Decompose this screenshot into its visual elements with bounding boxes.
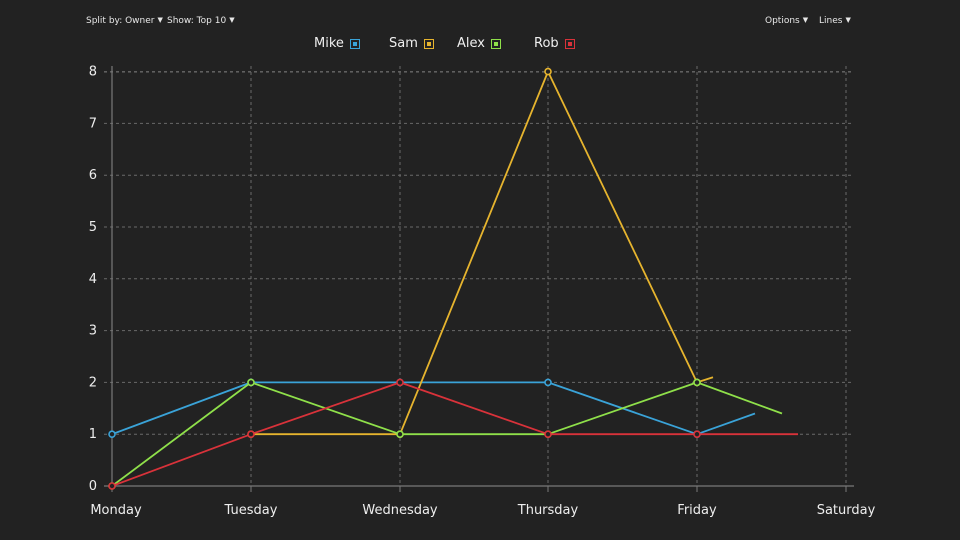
options-dropdown[interactable]: Options ▼ bbox=[765, 16, 808, 26]
y-tick-label: 8 bbox=[89, 65, 97, 80]
point-alex bbox=[396, 430, 404, 439]
legend-swatch bbox=[490, 38, 501, 49]
legend-swatch bbox=[564, 38, 575, 49]
series-line-mike bbox=[111, 381, 756, 436]
y-tick-label: 4 bbox=[89, 272, 97, 287]
point-sam bbox=[544, 67, 552, 76]
x-tick-label: Monday bbox=[90, 503, 142, 518]
legend-swatch bbox=[349, 38, 360, 49]
y-tick-label: 5 bbox=[89, 220, 97, 235]
legend-label: Mike bbox=[314, 36, 344, 51]
y-tick-label: 1 bbox=[89, 427, 97, 442]
y-tick-label: 2 bbox=[89, 375, 97, 390]
series-line-alex bbox=[111, 381, 783, 487]
options-label: Options bbox=[765, 16, 800, 26]
point-rob bbox=[396, 378, 404, 387]
legend-label: Rob bbox=[534, 36, 559, 51]
series-line-sam bbox=[251, 70, 714, 436]
point-rob bbox=[693, 430, 701, 439]
point-alex bbox=[693, 378, 701, 387]
chart-legend: Mike Sam Alex Rob bbox=[0, 36, 960, 54]
legend-item-rob[interactable]: Rob bbox=[534, 36, 575, 51]
x-tick-label: Wednesday bbox=[362, 503, 438, 518]
point-mike bbox=[544, 378, 552, 387]
x-tick-label: Thursday bbox=[517, 503, 579, 518]
chevron-down-icon: ▼ bbox=[802, 16, 809, 24]
lines-label: Lines bbox=[819, 16, 843, 26]
point-rob bbox=[247, 430, 255, 439]
legend-item-alex[interactable]: Alex bbox=[457, 36, 501, 51]
x-tick-label: Tuesday bbox=[224, 503, 278, 518]
y-tick-label: 6 bbox=[89, 168, 97, 183]
y-tick-label: 7 bbox=[89, 116, 97, 131]
split-by-dropdown[interactable]: Split by: Owner ▼ bbox=[86, 16, 163, 26]
point-alex bbox=[247, 378, 255, 387]
x-tick-label: Saturday bbox=[817, 503, 876, 518]
chevron-down-icon: ▼ bbox=[157, 16, 163, 24]
y-tick-label: 3 bbox=[89, 324, 97, 339]
point-mike bbox=[108, 430, 116, 439]
show-top-dropdown[interactable]: Show: Top 10 ▼ bbox=[167, 16, 235, 26]
lines-dropdown[interactable]: Lines ▼ bbox=[819, 16, 851, 26]
point-rob bbox=[544, 430, 552, 439]
legend-label: Sam bbox=[389, 36, 418, 51]
chevron-down-icon: ▼ bbox=[229, 16, 235, 24]
legend-item-sam[interactable]: Sam bbox=[389, 36, 434, 51]
x-tick-label: Friday bbox=[677, 503, 717, 518]
legend-item-mike[interactable]: Mike bbox=[314, 36, 360, 51]
show-top-label: Show: Top 10 bbox=[167, 16, 227, 26]
legend-swatch bbox=[423, 38, 434, 49]
series-line-rob bbox=[111, 381, 798, 487]
legend-label: Alex bbox=[457, 36, 485, 51]
split-by-label: Split by: Owner bbox=[86, 16, 155, 26]
y-tick-label: 0 bbox=[89, 479, 97, 494]
point-rob bbox=[108, 482, 116, 490]
chevron-down-icon: ▼ bbox=[845, 16, 851, 24]
